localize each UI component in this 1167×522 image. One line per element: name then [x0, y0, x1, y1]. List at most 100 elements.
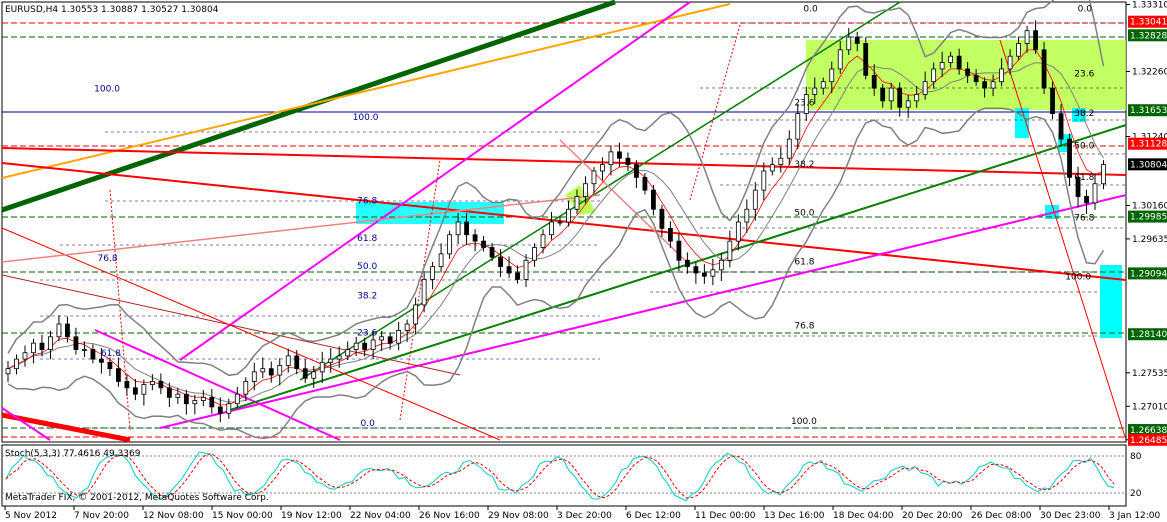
- price-tag-box: [1128, 267, 1167, 280]
- candle-body: [379, 336, 385, 341]
- bollinger-upper: [7, 0, 1105, 377]
- candle-body: [566, 208, 571, 223]
- candle-body: [353, 342, 359, 350]
- fibo-label: 76.8: [794, 321, 814, 331]
- price-tick-label: 1.32260: [1132, 68, 1167, 78]
- candle-body: [914, 94, 920, 102]
- fibo-label: 76.8: [98, 254, 118, 264]
- ema-line: [7, 49, 1104, 406]
- candle-body: [990, 81, 996, 89]
- fibo-label: 0.0: [803, 5, 818, 15]
- fibo-label: 38.2: [794, 160, 814, 170]
- trend-line-thin-red: [1, 227, 501, 441]
- price-tick-label: 1.33310: [1132, 1, 1167, 11]
- trend-line-salmon: [1, 194, 601, 263]
- candle-body: [515, 272, 520, 280]
- candle-body: [973, 74, 979, 83]
- time-tick-label: 3 Jan 12:00: [1109, 511, 1161, 521]
- candle-body: [1041, 49, 1047, 89]
- candle-body: [149, 381, 155, 386]
- time-tick-label: 6 Dec 12:00: [626, 511, 681, 521]
- bollinger-lower: [7, 107, 1105, 440]
- candle-body: [107, 361, 113, 370]
- candle-body: [1075, 176, 1081, 197]
- price-tag-box: [1128, 29, 1167, 42]
- trend-line-thick-green: [1, 0, 616, 213]
- stoch-level-80-label: 80: [1130, 452, 1142, 462]
- time-tick-label: 30 Dec 23:00: [1040, 511, 1101, 521]
- trend-line-magenta-up: [159, 194, 1127, 429]
- candle-body: [634, 164, 639, 178]
- time-tick-label: 26 Nov 16:00: [419, 511, 480, 521]
- trend-line-red-thick: [1, 412, 131, 443]
- candle-body: [1024, 30, 1030, 44]
- candle-body: [404, 323, 410, 331]
- candle-body: [846, 36, 852, 51]
- fibo-label: 23.6: [1074, 70, 1094, 80]
- candle-body: [880, 87, 886, 102]
- time-tick-label: 11 Dec 00:00: [695, 511, 756, 521]
- fibo-label: 61.8: [101, 349, 121, 359]
- candle-body: [888, 87, 894, 102]
- fibo-label: 100.0: [353, 113, 379, 123]
- trend-line-magenta-down: [94, 329, 341, 441]
- candle-body: [982, 81, 988, 89]
- candle-body: [285, 355, 291, 366]
- candle-body: [718, 259, 724, 271]
- candle-body: [829, 68, 835, 83]
- candle-body: [812, 87, 818, 95]
- candle-body: [260, 368, 266, 373]
- stoch-plot-frame: [1, 444, 1127, 507]
- candle-body: [481, 240, 486, 248]
- candle-body: [362, 342, 368, 350]
- candle-body: [778, 157, 784, 166]
- price-tag-label: 1.32828: [1130, 31, 1167, 41]
- candle-body: [617, 151, 622, 159]
- trend-line-orange: [1, 3, 731, 179]
- candle-body: [56, 323, 62, 338]
- trend-line-magenta-steep: [179, 1, 691, 361]
- candle-body: [1050, 87, 1055, 114]
- price-tag-box: [1128, 104, 1167, 117]
- price-tag-box: [1128, 137, 1167, 150]
- time-tick-label: 12 Nov 08:00: [143, 511, 204, 521]
- candle-body: [549, 221, 554, 236]
- candle-body: [302, 368, 308, 379]
- candle-body: [472, 234, 478, 242]
- candle-body: [328, 358, 334, 363]
- candle-body: [1101, 164, 1106, 185]
- trend-line-red-flat: [1, 147, 1127, 176]
- candle-body: [693, 266, 699, 274]
- candle-body: [999, 68, 1004, 83]
- fibo-label: 0.0: [361, 419, 376, 429]
- time-tick-label: 22 Nov 04:00: [350, 511, 411, 521]
- candle-body: [175, 393, 181, 398]
- candle-body: [591, 170, 597, 185]
- trend-line-magenta-left: [1, 407, 51, 441]
- price-tags: 1.33041 1.32828 1.31653 1.31128 1.30804 1.299…: [1128, 15, 1167, 446]
- candle-body: [820, 81, 826, 89]
- candle-body: [48, 336, 53, 350]
- trend-line-thin-darkred: [1, 274, 461, 376]
- fibo-label: 38.2: [357, 292, 377, 302]
- stochastic-lines: [5, 451, 1115, 502]
- candle-body: [183, 393, 189, 405]
- candle-body: [965, 68, 971, 76]
- candle-body: [668, 227, 673, 242]
- candle-body: [226, 403, 232, 414]
- candle-body: [608, 151, 614, 166]
- fibo-label: 76.8: [357, 197, 377, 207]
- target-zone-box: [1100, 265, 1122, 338]
- candle-body: [209, 396, 215, 408]
- candle-body: [447, 234, 453, 255]
- candle-body: [532, 247, 537, 261]
- candle-body: [710, 269, 716, 277]
- candle-body: [396, 330, 402, 344]
- candle-body: [370, 339, 376, 350]
- candle-body: [1016, 43, 1021, 57]
- trend-line-red-down: [1, 162, 1127, 281]
- candle-body: [31, 342, 36, 354]
- trend-line-green-steep: [299, 1, 901, 381]
- price-tag-box: [1128, 424, 1167, 437]
- candle-body: [761, 170, 767, 191]
